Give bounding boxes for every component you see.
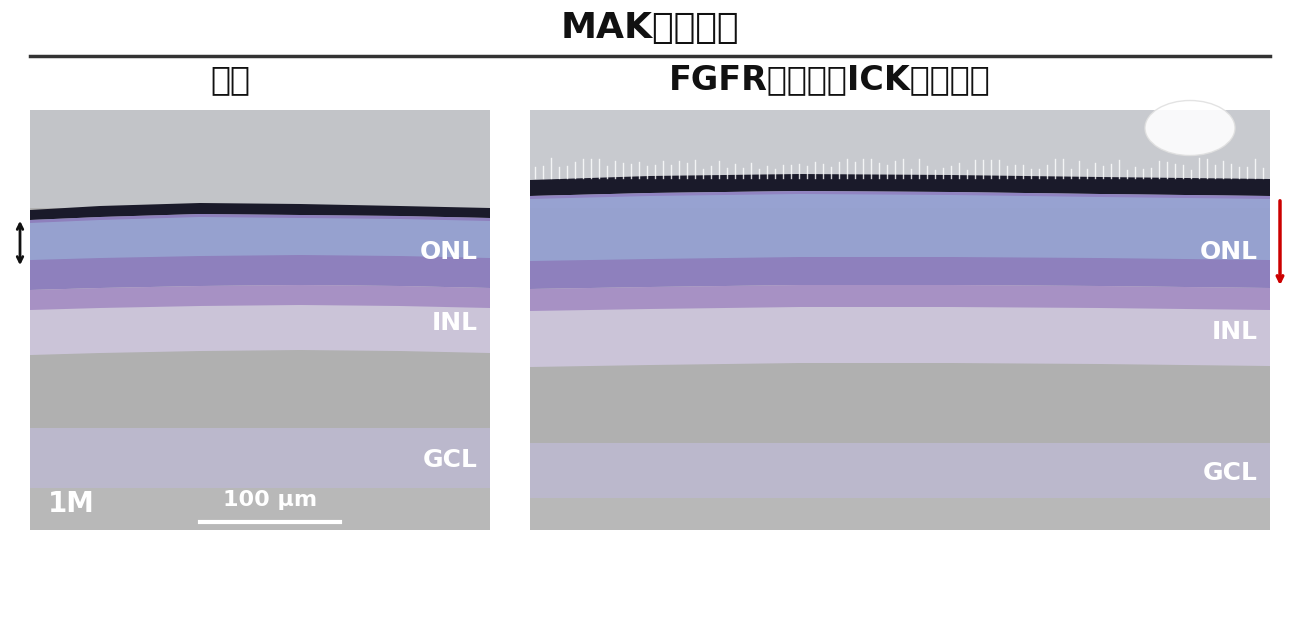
Text: GCL: GCL xyxy=(1202,461,1258,485)
FancyBboxPatch shape xyxy=(30,110,490,530)
Polygon shape xyxy=(30,285,490,310)
Text: ONL: ONL xyxy=(1200,240,1258,264)
Polygon shape xyxy=(530,191,1270,289)
Ellipse shape xyxy=(1145,100,1235,156)
Polygon shape xyxy=(530,285,1270,367)
Text: INL: INL xyxy=(1212,320,1258,344)
Text: 対照: 対照 xyxy=(211,63,250,97)
FancyBboxPatch shape xyxy=(530,110,1270,530)
Polygon shape xyxy=(30,285,490,355)
Text: ONL: ONL xyxy=(420,240,478,264)
Polygon shape xyxy=(30,203,490,220)
Text: FGFR阻害剤（ICK活性化）: FGFR阻害剤（ICK活性化） xyxy=(670,63,991,97)
Polygon shape xyxy=(530,194,1270,261)
Polygon shape xyxy=(30,214,490,290)
FancyBboxPatch shape xyxy=(530,498,1270,530)
Polygon shape xyxy=(530,443,1270,500)
Text: 100 μm: 100 μm xyxy=(222,490,317,510)
Polygon shape xyxy=(30,217,490,260)
Polygon shape xyxy=(530,285,1270,311)
Polygon shape xyxy=(30,428,490,490)
Text: INL: INL xyxy=(432,311,478,335)
Polygon shape xyxy=(530,174,1270,196)
Text: 1M: 1M xyxy=(48,490,95,518)
FancyBboxPatch shape xyxy=(30,110,490,208)
Text: GCL: GCL xyxy=(422,448,478,472)
FancyBboxPatch shape xyxy=(30,488,490,530)
Text: MAK欠損網膜: MAK欠損網膜 xyxy=(560,11,740,45)
FancyBboxPatch shape xyxy=(530,110,1270,208)
